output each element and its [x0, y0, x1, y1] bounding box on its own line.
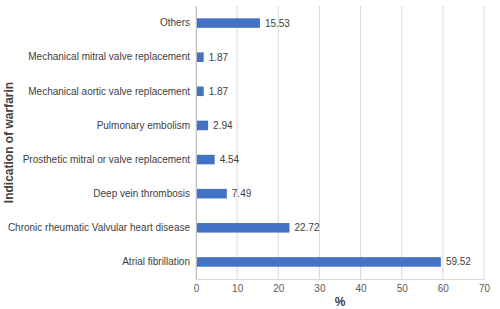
- y-tick-label: Deep vein thrombosis: [93, 188, 190, 199]
- grid-line: [401, 6, 402, 279]
- bar: [196, 18, 260, 28]
- grid-line: [237, 6, 238, 279]
- bar: [196, 155, 215, 165]
- x-tick: 20: [273, 279, 285, 294]
- y-tick-label: Mechanical mitral valve replacement: [28, 51, 190, 62]
- x-tick-label: 50: [397, 283, 409, 294]
- x-tick-label: 60: [438, 283, 450, 294]
- y-tick: Atrial fibrillation: [122, 256, 190, 267]
- data-labels: 59.52 22.72 7.49 4.54 2.94 1.87 1.87 15.53: [209, 18, 472, 268]
- x-tick-label: 30: [314, 283, 326, 294]
- x-tick: 50: [397, 279, 409, 294]
- y-tick: Pulmonary embolism: [97, 120, 190, 131]
- bars: [196, 18, 441, 266]
- x-tick-label: 70: [479, 283, 491, 294]
- grid-line: [319, 6, 320, 279]
- data-label: 59.52: [446, 256, 471, 267]
- grid: [196, 6, 484, 279]
- x-tick-label: 0: [194, 283, 200, 294]
- bar: [196, 52, 204, 62]
- bar: [196, 87, 204, 97]
- y-tick: Mechanical aortic valve replacement: [28, 86, 190, 97]
- plot: 59.52 22.72 7.49 4.54 2.94 1.87 1.87 15.53 0 10 20…: [8, 6, 491, 294]
- grid-line: [442, 6, 443, 279]
- y-tick-label: Atrial fibrillation: [122, 256, 190, 267]
- x-axis-line: [197, 279, 485, 280]
- bar: [196, 257, 441, 267]
- data-label: 4.54: [220, 154, 240, 165]
- bar: [196, 223, 289, 233]
- y-tick-label: Pulmonary embolism: [97, 120, 190, 131]
- data-label: 15.53: [265, 18, 290, 29]
- data-label: 7.49: [232, 188, 252, 199]
- x-axis-title: %: [335, 295, 346, 309]
- x-tick: 0: [194, 279, 200, 294]
- grid-line: [278, 6, 279, 279]
- y-axis: Atrial fibrillation Chronic rheumatic Val…: [8, 7, 197, 280]
- y-axis-line: [196, 7, 197, 280]
- x-tick: 70: [479, 279, 491, 294]
- grid-line: [196, 6, 197, 279]
- data-label: 2.94: [213, 120, 233, 131]
- y-tick-label: Others: [160, 17, 190, 28]
- x-tick-label: 20: [273, 283, 285, 294]
- y-tick-label: Prosthetic mitral or valve replacement: [23, 154, 191, 165]
- x-tick-label: 10: [232, 283, 244, 294]
- bar: [196, 121, 208, 131]
- y-tick: Others: [160, 17, 190, 28]
- y-tick: Prosthetic mitral or valve replacement: [23, 154, 191, 165]
- data-label: 1.87: [209, 52, 229, 63]
- x-tick: 40: [356, 279, 368, 294]
- y-tick: Deep vein thrombosis: [93, 188, 190, 199]
- y-tick: Chronic rheumatic Valvular heart disease: [8, 222, 191, 233]
- x-tick: 60: [438, 279, 450, 294]
- chart: 59.52 22.72 7.49 4.54 2.94 1.87 1.87 15.53 0 10 20…: [0, 0, 500, 309]
- y-tick: Mechanical mitral valve replacement: [28, 51, 190, 62]
- data-label: 22.72: [294, 222, 319, 233]
- y-axis-title: Indication of warfarin: [2, 82, 16, 203]
- grid-line: [484, 6, 485, 279]
- data-label: 1.87: [209, 86, 229, 97]
- x-tick-label: 40: [356, 283, 368, 294]
- y-tick-label: Chronic rheumatic Valvular heart disease: [8, 222, 191, 233]
- grid-line: [360, 6, 361, 279]
- bar: [196, 189, 227, 199]
- y-tick-label: Mechanical aortic valve replacement: [28, 86, 190, 97]
- x-axis: 0 10 20 30 40 50 60 70: [194, 279, 491, 294]
- x-tick: 10: [232, 279, 244, 294]
- x-tick: 30: [314, 279, 326, 294]
